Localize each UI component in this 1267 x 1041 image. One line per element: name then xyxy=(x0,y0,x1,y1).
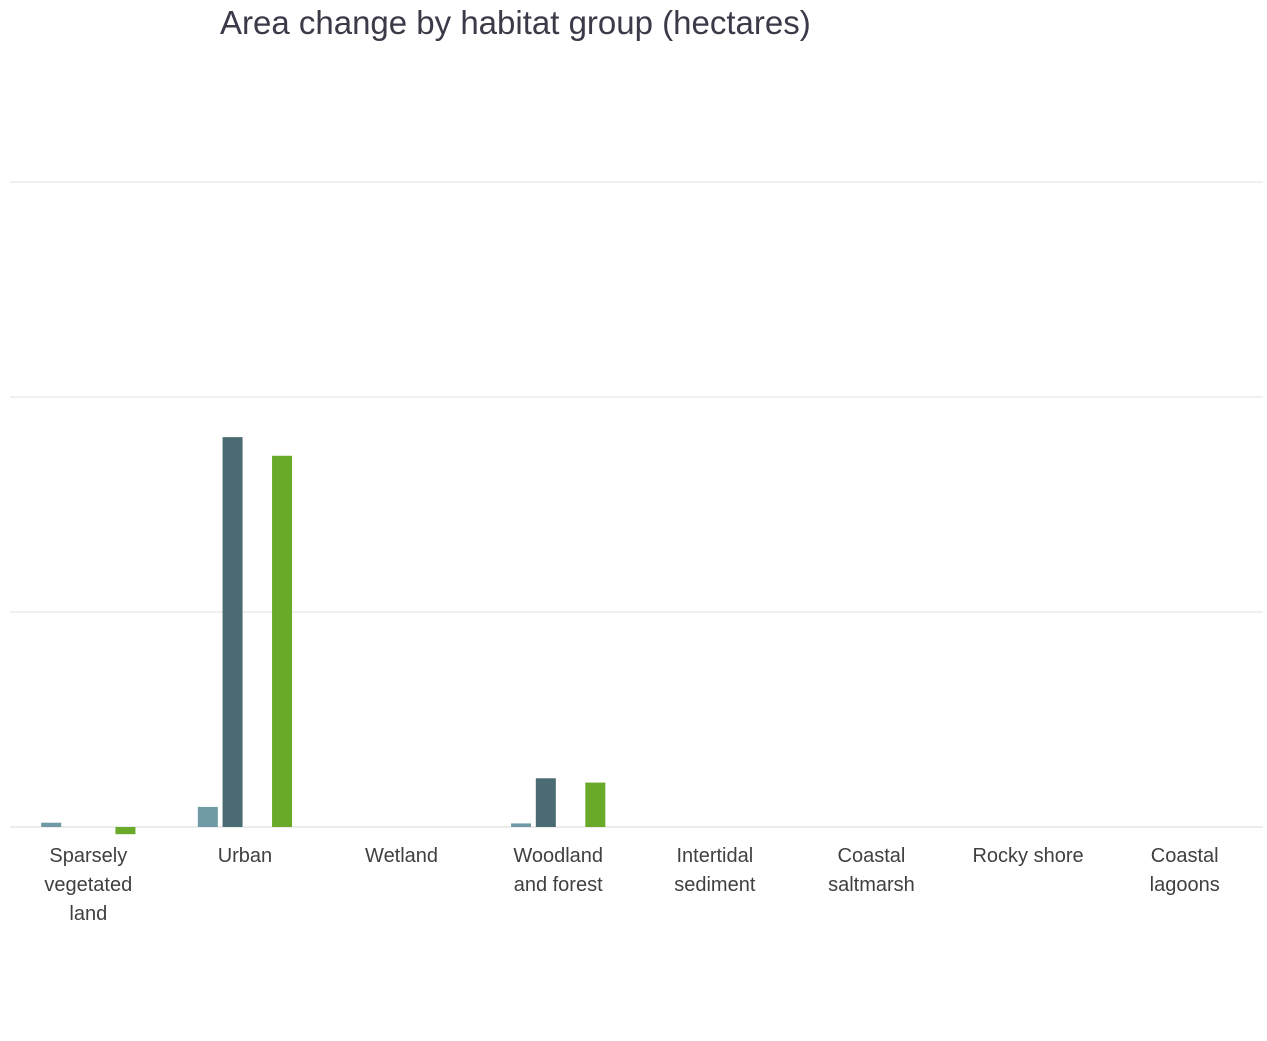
category-label-rocky-shore: Rocky shore xyxy=(953,842,1103,871)
bar-series4-sparsely-vegetated-land xyxy=(115,827,136,835)
category-label-intertidal-sediment: Intertidal sediment xyxy=(640,842,790,900)
category-label-line: saltmarsh xyxy=(828,874,915,896)
bar-series2-woodland-and-forest xyxy=(535,778,556,827)
bar-series1-urban xyxy=(197,806,218,827)
category-label-line: Sparsely xyxy=(49,845,128,867)
category-label-line: vegetated xyxy=(44,874,133,896)
bar-series2-urban xyxy=(222,437,243,827)
bar-series4-woodland-and-forest xyxy=(585,782,606,827)
category-label-sparsely-vegetated-land: Sparsely vegetated land xyxy=(13,842,163,929)
category-label-urban: Urban xyxy=(170,842,320,871)
category-label-line: sediment xyxy=(674,874,756,896)
chart-title: Area change by habitat group (hectares) xyxy=(220,4,811,41)
bar-series4-urban xyxy=(272,455,293,827)
bar-series1-woodland-and-forest xyxy=(511,823,532,827)
category-label-line: Wetland xyxy=(365,845,439,867)
category-label-line: Coastal xyxy=(837,845,906,867)
category-label-line: Coastal xyxy=(1150,845,1219,867)
category-label-line: land xyxy=(69,903,108,925)
category-label-line: Rocky shore xyxy=(972,845,1084,867)
category-label-wetland: Wetland xyxy=(327,842,477,871)
category-label-line: Woodland xyxy=(513,845,604,867)
category-label-line: Intertidal xyxy=(676,845,754,867)
category-label-line: Urban xyxy=(217,845,273,867)
category-label-line: lagoons xyxy=(1149,874,1220,896)
category-label-coastal-saltmarsh: Coastal saltmarsh xyxy=(796,842,946,900)
category-label-coastal-lagoons: Coastal lagoons xyxy=(1110,842,1260,900)
bar-series1-sparsely-vegetated-land xyxy=(41,822,62,827)
category-label-line: and forest xyxy=(513,874,603,896)
category-label-woodland-and-forest: Woodland and forest xyxy=(483,842,633,900)
